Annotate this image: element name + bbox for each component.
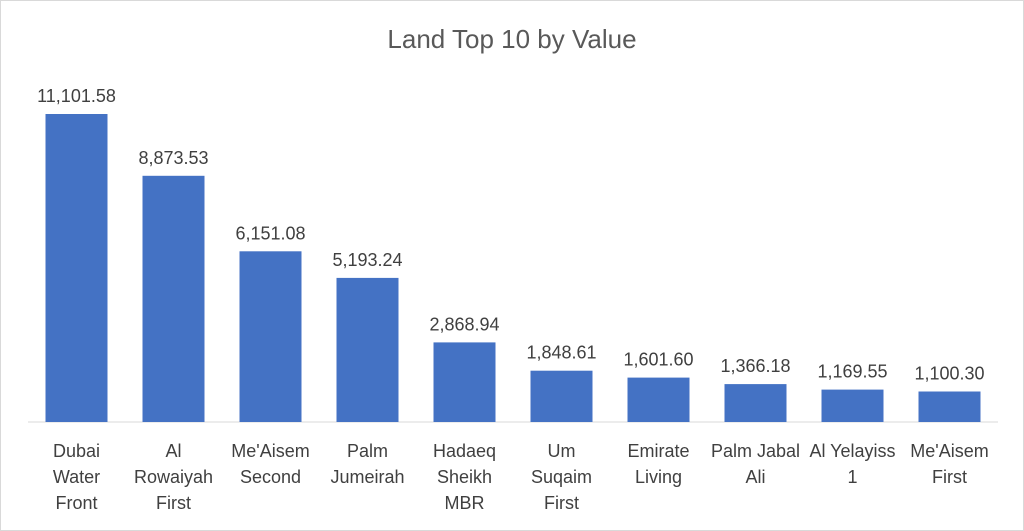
- data-label: 1,848.61: [526, 343, 596, 363]
- data-label: 1,100.30: [914, 364, 984, 384]
- chart-title: Land Top 10 by Value: [387, 24, 637, 54]
- data-label: 2,868.94: [429, 314, 499, 334]
- data-label: 5,193.24: [332, 250, 402, 270]
- category-label: Hadaeq Sheikh MBR: [433, 441, 496, 513]
- bar: [433, 342, 496, 422]
- category-label: Palm Jumeirah: [330, 441, 404, 487]
- bar: [239, 251, 302, 422]
- bar: [918, 391, 981, 422]
- bar: [724, 384, 787, 422]
- data-label: 11,101.58: [37, 86, 116, 106]
- category-label: Um Suqaim First: [531, 441, 592, 513]
- bar: [627, 377, 690, 422]
- bar: [45, 114, 108, 422]
- data-label: 8,873.53: [138, 148, 208, 168]
- category-label: Me'Aisem First: [910, 441, 988, 487]
- bar: [336, 277, 399, 422]
- category-label: Al Yelayiss 1: [809, 441, 895, 487]
- category-label: Me'Aisem Second: [231, 441, 309, 487]
- category-label: Al Rowaiyah First: [134, 441, 213, 513]
- category-label: Emirate Living: [627, 441, 689, 487]
- bar: [530, 370, 593, 422]
- category-label: Dubai Water Front: [53, 441, 100, 513]
- bar: [142, 175, 205, 422]
- data-label: 1,169.55: [817, 362, 887, 382]
- bar: [821, 389, 884, 422]
- data-label: 6,151.08: [235, 223, 305, 243]
- data-label: 1,601.60: [623, 350, 693, 370]
- category-label: Palm Jabal Ali: [711, 441, 800, 487]
- data-label: 1,366.18: [720, 356, 790, 376]
